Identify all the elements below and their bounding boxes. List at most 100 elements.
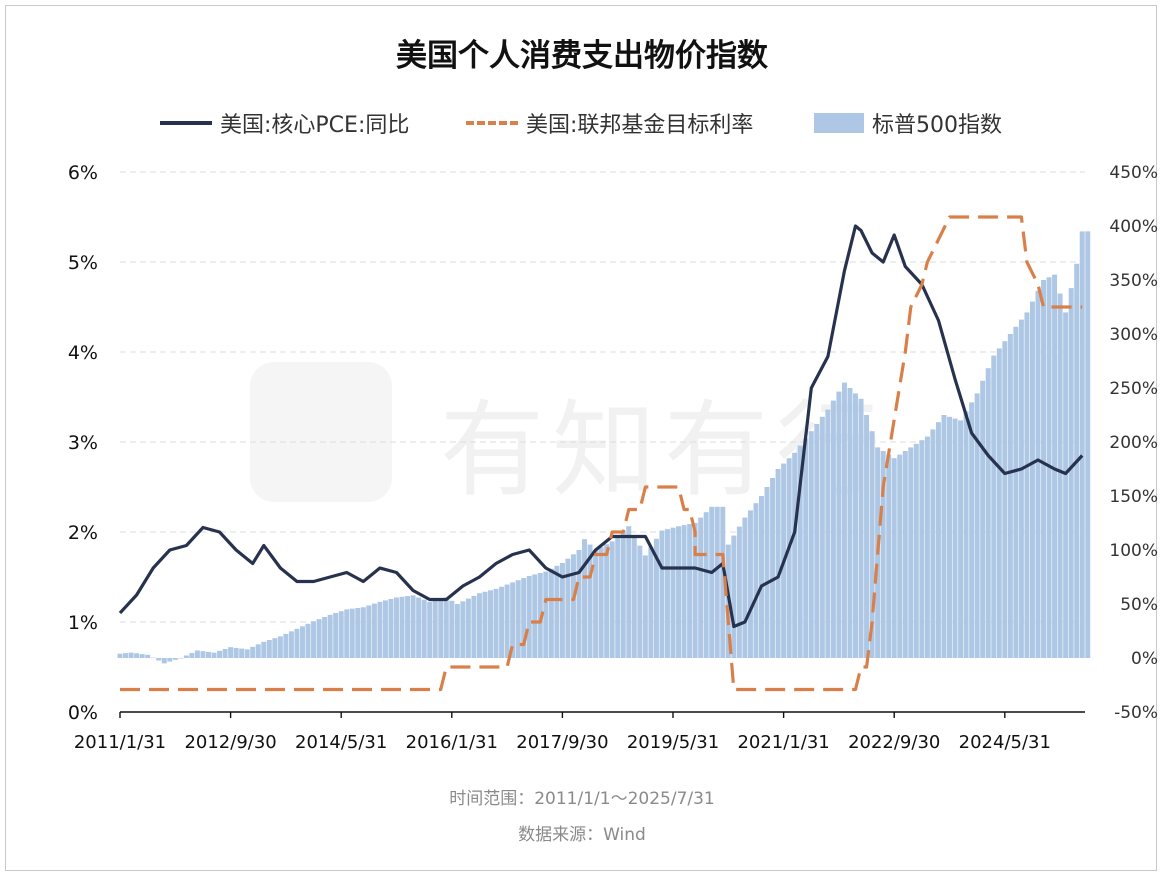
legend-label-core-pce: 美国:核心PCE:同比: [220, 113, 410, 138]
sp500-bar: [183, 655, 189, 658]
sp500-bar: [615, 536, 621, 658]
sp500-bar: [952, 418, 958, 658]
sp500-bar: [565, 558, 571, 658]
sp500-bar: [609, 541, 615, 658]
sp500-bar: [432, 600, 438, 658]
sp500-bar: [482, 591, 488, 658]
sp500-bar: [543, 571, 549, 658]
sp500-bar: [488, 590, 493, 658]
y-right-tick-label: 0%: [1131, 649, 1158, 669]
sp500-bar: [582, 539, 588, 658]
sp500-bar: [930, 429, 936, 658]
sp500-bar: [510, 582, 516, 658]
sp500-bar: [808, 431, 814, 658]
sp500-bar: [825, 409, 831, 658]
sp500-bar: [963, 411, 969, 658]
sp500-bar: [709, 506, 715, 658]
sp500-bar: [410, 595, 416, 658]
sp500-bar: [294, 628, 300, 658]
x-tick-label: 2022/9/30: [848, 732, 940, 753]
sp500-bar: [128, 652, 134, 658]
sp500-bar: [670, 527, 676, 658]
sp500-bar: [598, 547, 604, 658]
footer-source: 数据来源：Wind: [518, 825, 646, 845]
sp500-bar: [416, 597, 422, 658]
sp500-bar: [333, 613, 339, 658]
sp500-bar: [344, 609, 350, 658]
sp500-bar: [902, 451, 908, 658]
sp500-bar: [908, 447, 914, 658]
sp500-bar: [1002, 341, 1008, 658]
y-right-tick-label: -50%: [1114, 703, 1158, 723]
sp500-bar: [134, 653, 140, 658]
chart-title: 美国个人消费支出物价指数: [396, 38, 768, 74]
sp500-bar: [653, 538, 659, 658]
legend-line-icon: [160, 121, 212, 125]
sp500-bar: [394, 597, 399, 658]
sp500-bar: [471, 595, 477, 658]
sp500-bar: [753, 503, 759, 658]
legend-item-core-pce: 美国:核心PCE:同比: [160, 106, 409, 140]
sp500-bar: [526, 575, 532, 658]
x-tick-label: 2021/1/31: [737, 732, 829, 753]
y-right-tick-label: 100%: [1109, 541, 1158, 561]
sp500-bar: [604, 544, 610, 658]
sp500-bar: [167, 658, 173, 662]
sp500-bar: [858, 398, 864, 658]
y-left-tick-label: 5%: [68, 252, 98, 274]
y-right-tick-label: 350%: [1109, 271, 1158, 291]
sp500-bar: [123, 653, 129, 658]
sp500-bar: [145, 654, 151, 658]
sp500-bar: [277, 636, 283, 658]
x-tick-label: 2014/5/31: [295, 732, 387, 753]
sp500-bar: [217, 650, 223, 658]
sp500-bar: [399, 596, 405, 658]
fed-rate-line: [120, 215, 1083, 692]
x-tick-label: 2019/5/31: [627, 732, 719, 753]
sp500-bar: [985, 368, 991, 658]
sp500-bar: [991, 355, 997, 658]
sp500-bar: [161, 658, 167, 664]
sp500-bar: [233, 647, 239, 658]
y-left-tick-label: 0%: [68, 702, 98, 724]
sp500-bar: [438, 598, 444, 658]
sp500-bar: [1063, 312, 1069, 658]
sp500-bar: [228, 647, 234, 658]
chart-legend: 美国:核心PCE:同比 美国:联邦基金目标利率 标普500指数: [0, 106, 1164, 140]
sp500-bar: [731, 535, 737, 658]
sp500-bar: [698, 517, 704, 658]
x-tick-label: 2012/9/30: [184, 732, 276, 753]
sp500-bar: [454, 604, 460, 658]
sp500-bar: [836, 391, 842, 658]
sp500-bar: [720, 506, 726, 658]
sp500-bar: [172, 658, 178, 660]
sp500-bar: [178, 658, 184, 659]
sp500-bar: [371, 603, 377, 658]
sp500-bar: [1018, 319, 1024, 658]
sp500-bar: [897, 454, 903, 658]
x-tick-label: 2017/9/30: [516, 732, 608, 753]
sp500-bar: [377, 601, 383, 658]
sp500-bar: [847, 388, 853, 658]
sp500-bar: [255, 644, 261, 658]
sp500-bar: [980, 380, 986, 658]
sp500-bar: [913, 443, 919, 658]
sp500-bar: [1007, 334, 1013, 658]
sp500-bar: [626, 526, 632, 658]
sp500-bar: [676, 526, 682, 658]
sp500-bar: [792, 452, 798, 658]
sp500-bar: [360, 607, 366, 658]
y-right-tick-label: 300%: [1109, 325, 1158, 345]
sp500-bar: [322, 616, 328, 658]
sp500-bar: [886, 454, 892, 658]
sp500-bar: [659, 530, 665, 658]
sp500-bar: [476, 593, 482, 658]
sp500-bar: [499, 586, 505, 658]
y-left-tick-label: 3%: [68, 432, 98, 454]
sp500-bar: [770, 478, 776, 658]
sp500-bar: [775, 469, 781, 658]
sp500-bar: [1052, 274, 1058, 658]
sp500-bar: [620, 531, 626, 658]
core-pce-line: [118, 224, 1084, 629]
